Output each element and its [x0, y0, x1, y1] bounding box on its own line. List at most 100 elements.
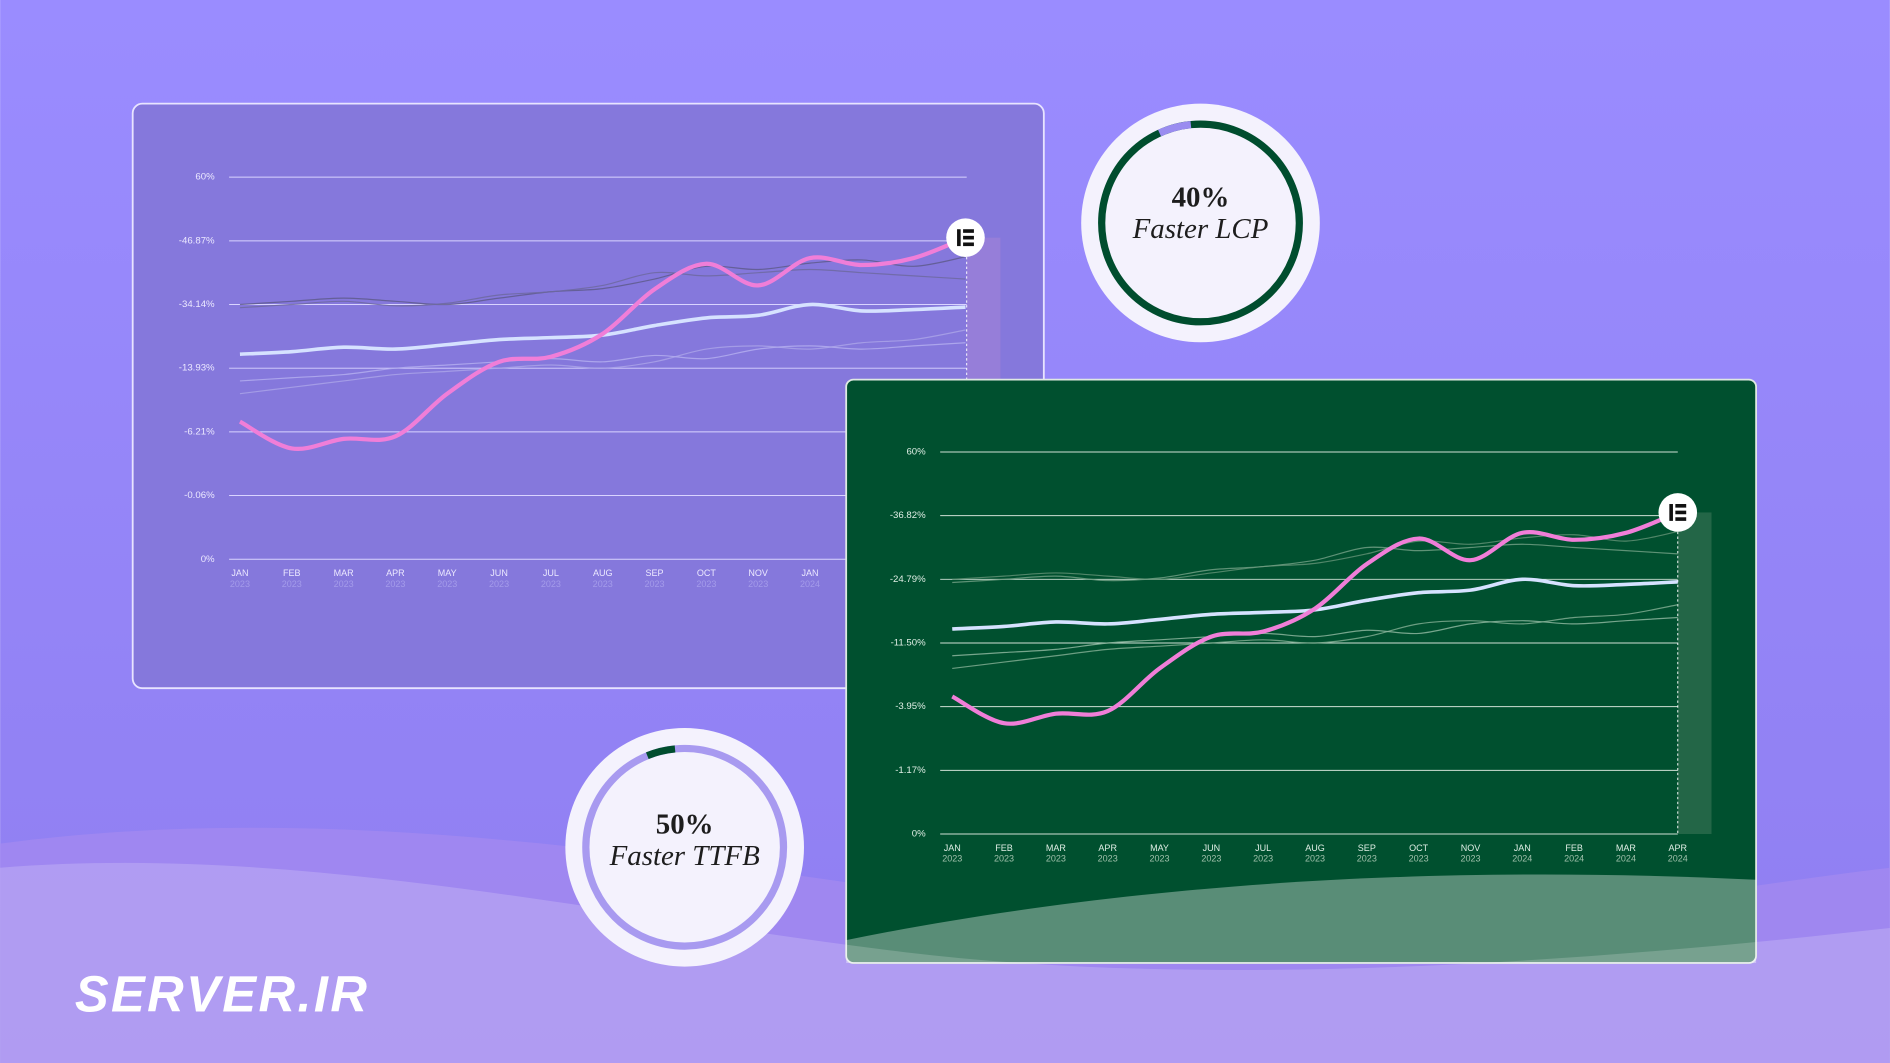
series-line: [952, 616, 1678, 657]
series-line: [238, 235, 967, 452]
y-tick-label: 0%: [912, 829, 926, 840]
x-tick-label: APR: [1668, 843, 1687, 853]
logo-icon-bar: [963, 235, 974, 240]
badge: 40% Faster LCP: [1081, 103, 1320, 343]
x-tick-sublabel: 2023: [645, 579, 665, 589]
x-tick-label: JUL: [543, 568, 559, 578]
x-tick-sublabel: 2023: [541, 579, 561, 589]
x-tick-label: OCT: [697, 568, 717, 578]
x-tick-sublabel: 2023: [1149, 854, 1169, 864]
x-tick-label: SEP: [646, 568, 664, 578]
y-tick-label: -11.50%: [891, 638, 927, 649]
badge-bg: [565, 727, 804, 967]
x-tick-label: SEP: [1358, 843, 1376, 853]
x-tick-sublabel: 2023: [748, 579, 768, 589]
badge-bg: [1081, 103, 1320, 343]
x-tick-sublabel: 2023: [696, 579, 716, 589]
series-line: [239, 256, 966, 306]
badge-value: 50%: [656, 808, 714, 840]
y-tick-label: -13.93%: [179, 363, 215, 374]
x-tick-sublabel: 2023: [994, 854, 1014, 864]
x-tick-label: JUL: [1255, 843, 1271, 853]
x-tick-sublabel: 2023: [1357, 854, 1377, 864]
y-tick-label: -36.82%: [890, 510, 926, 521]
badge-value: 40%: [1172, 182, 1230, 214]
logo-icon-bar: [1675, 510, 1687, 515]
x-tick-label: AUG: [1305, 843, 1325, 853]
y-tick-label: 0%: [201, 554, 215, 565]
x-tick-label: AUG: [593, 568, 613, 578]
x-tick-sublabel: 2023: [1098, 854, 1118, 864]
x-tick-sublabel: 2023: [1253, 854, 1273, 864]
x-tick-label: FEB: [1565, 843, 1583, 853]
x-tick-label: JAN: [944, 843, 961, 853]
y-tick-label: 60%: [195, 172, 215, 183]
y-tick-label: -0.06%: [184, 490, 215, 501]
x-tick-label: MAR: [334, 568, 355, 578]
panel: 0% -1.17% -3.95% -11.50% -24.79% -36.82% 60% JA…: [845, 378, 1758, 964]
x-tick-sublabel: 2023: [1046, 854, 1066, 864]
x-tick-label: APR: [1098, 843, 1117, 853]
x-tick-label: OCT: [1409, 843, 1429, 853]
x-tick-label: MAR: [1616, 843, 1637, 853]
x-tick-label: JUN: [1203, 843, 1221, 853]
x-tick-sublabel: 2023: [385, 579, 405, 589]
y-tick-label: -3.95%: [895, 701, 926, 712]
x-tick-label: JUN: [490, 568, 508, 578]
x-tick-sublabel: 2024: [1564, 854, 1584, 864]
x-tick-sublabel: 2024: [1512, 854, 1532, 864]
series-line: [239, 268, 966, 309]
x-tick-sublabel: 2023: [437, 579, 457, 589]
series-line: [952, 604, 1678, 670]
series-line: [239, 342, 966, 382]
logo-icon-bar: [963, 229, 974, 233]
x-tick-label: APR: [386, 568, 405, 578]
x-tick-sublabel: 2023: [282, 579, 302, 589]
highlight-band: [1677, 512, 1712, 835]
x-tick-sublabel: 2023: [1460, 854, 1480, 864]
wave-overlay: [846, 874, 1757, 963]
x-tick-label: JAN: [801, 568, 818, 578]
x-tick-label: MAR: [1046, 843, 1067, 853]
logo-icon-bar: [957, 229, 961, 247]
badge: 50% Faster TTFB: [565, 727, 804, 967]
y-tick-label: -24.79%: [890, 574, 926, 585]
x-tick-label: MAY: [1150, 843, 1169, 853]
x-tick-label: FEB: [283, 568, 301, 578]
series-line: [952, 530, 1678, 580]
x-tick-sublabel: 2023: [593, 579, 613, 589]
x-tick-label: NOV: [1461, 843, 1481, 853]
x-tick-sublabel: 2023: [230, 579, 250, 589]
x-tick-sublabel: 2023: [942, 854, 962, 864]
series-line: [239, 329, 966, 395]
logo-icon-bar: [1675, 517, 1687, 521]
x-tick-sublabel: 2023: [489, 579, 509, 589]
x-tick-sublabel: 2023: [1409, 854, 1429, 864]
x-tick-sublabel: 2024: [1616, 854, 1636, 864]
series-line: [952, 543, 1678, 584]
x-tick-sublabel: 2023: [1305, 854, 1325, 864]
y-tick-label: -1.17%: [895, 765, 926, 776]
series-line: [951, 510, 1679, 726]
badge-ring-gap: [1158, 121, 1192, 137]
y-tick-label: -6.21%: [184, 426, 215, 437]
badge-label: Faster LCP: [1132, 213, 1269, 245]
badge-ring: [1098, 120, 1303, 326]
x-tick-sublabel: 2024: [800, 579, 820, 589]
y-tick-label: -46.87%: [179, 235, 215, 246]
x-tick-sublabel: 2023: [334, 579, 354, 589]
x-tick-label: FEB: [995, 843, 1013, 853]
x-tick-label: JAN: [1514, 843, 1531, 853]
badge-ring-progress: [645, 745, 676, 760]
logo-icon-bar: [963, 242, 974, 247]
panel-bg: [845, 378, 1758, 964]
x-tick-label: JAN: [231, 568, 248, 578]
y-tick-label: 60%: [906, 447, 926, 458]
y-tick-label: -34.14%: [179, 299, 215, 310]
wave: [0, 862, 1890, 1063]
logo: SERVER.IR: [75, 965, 369, 1022]
x-tick-label: NOV: [748, 568, 768, 578]
logo-icon-bar: [1669, 504, 1673, 521]
